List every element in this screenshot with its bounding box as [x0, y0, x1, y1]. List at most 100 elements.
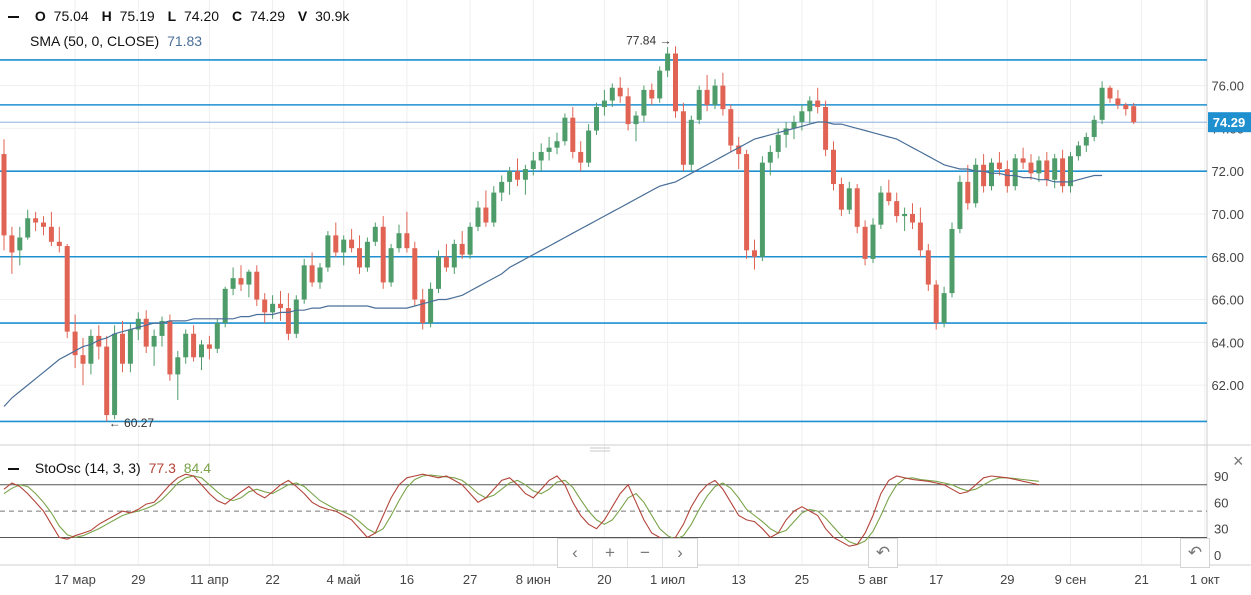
close-value: 74.29 [249, 8, 286, 24]
x-tick-label: 22 [265, 572, 279, 587]
candle-body [1028, 162, 1034, 174]
current-price-tag [1208, 112, 1251, 133]
collapse-icon[interactable] [8, 468, 19, 471]
scroll-left-button[interactable]: ‹ [558, 539, 593, 567]
sto-d-value: 84.4 [183, 460, 211, 476]
candle-body [25, 218, 31, 238]
candle-body [752, 250, 757, 257]
candle-body [278, 303, 283, 309]
candle-body [325, 235, 331, 268]
close-label: C [231, 8, 243, 24]
candle-body [167, 320, 173, 375]
x-tick-label: 1 июл [650, 572, 685, 587]
candle-body [1091, 119, 1097, 137]
candle-body [831, 149, 836, 185]
y-tick-label: 68.00 [1211, 250, 1244, 265]
candle-body [191, 333, 197, 358]
candle-body [917, 222, 923, 251]
candle-body [491, 192, 497, 223]
candle-body [1, 154, 7, 236]
y-tick-label: 66.00 [1211, 293, 1244, 308]
candle-body [499, 181, 505, 193]
candle-body [285, 308, 291, 334]
candle-body [1044, 160, 1050, 180]
candle-body [96, 335, 102, 347]
candle-body [823, 107, 829, 150]
candle-body [941, 293, 947, 324]
ohlc-legend: O 75.04 H 75.19 L 74.20 C 74.29 V 30.9k [8, 8, 358, 24]
candle-body [333, 235, 339, 253]
scroll-right-button[interactable]: › [677, 543, 683, 562]
x-tick-label: 8 июн [516, 572, 551, 587]
low-annotation: ← 60.27 [109, 416, 155, 430]
candle-body [428, 288, 434, 324]
candle-body [562, 117, 568, 142]
candle-body [404, 233, 410, 249]
candle-body [609, 87, 615, 101]
candle-body [214, 323, 220, 349]
candle-body [1131, 106, 1137, 123]
x-tick-label: 5 авг [858, 572, 888, 587]
candle-body [317, 267, 323, 283]
reset-view-button[interactable]: ↶ [1180, 538, 1210, 568]
candle-body [957, 181, 963, 229]
high-value: 75.19 [119, 8, 155, 24]
zoom-in-button[interactable]: + [593, 539, 628, 567]
candle-body [1020, 158, 1026, 163]
candle-body [601, 100, 607, 108]
candle-body [799, 111, 805, 122]
x-tick-label: 21 [1134, 572, 1148, 587]
main-pane [0, 0, 1207, 445]
candle-body [989, 162, 994, 187]
candle-body [981, 164, 987, 187]
candle-body [1052, 158, 1058, 180]
candle-body [728, 109, 734, 146]
candle-body [380, 226, 386, 283]
candle-body [175, 357, 181, 375]
candle-body [143, 318, 149, 347]
candle-body [625, 96, 631, 125]
candle-body [617, 87, 623, 97]
candle-body [88, 335, 94, 364]
candle-body [475, 207, 481, 227]
candle-body [159, 320, 165, 336]
candle-body [925, 250, 931, 285]
candle-body [578, 151, 584, 163]
x-tick-label: 4 май [327, 572, 361, 587]
current-price-label: 74.29 [1213, 115, 1246, 130]
candle-body [515, 171, 520, 180]
candle-body [704, 89, 710, 105]
candle-body [878, 192, 884, 225]
reset-zoom-button[interactable]: ↶ [868, 538, 898, 568]
candle-body [41, 222, 46, 227]
candle-body [673, 53, 678, 112]
zoom-out-button[interactable]: − [628, 539, 663, 567]
candle-body [696, 89, 702, 120]
candle-body [649, 89, 655, 99]
candle-body [530, 160, 536, 170]
candle-body [64, 246, 70, 332]
candle-body [151, 335, 157, 347]
candle-body [309, 265, 315, 283]
candle-body [910, 213, 915, 223]
candle-body [570, 117, 576, 152]
close-indicator-icon[interactable]: × [1233, 451, 1244, 471]
candle-body [1083, 136, 1089, 146]
candle-body [594, 107, 599, 131]
candle-body [1123, 104, 1129, 110]
sma-legend[interactable]: SMA (50, 0, CLOSE) 71.83 [30, 33, 202, 49]
candle-body [17, 237, 23, 251]
candle-body [112, 333, 118, 416]
volume-value: 30.9k [315, 8, 350, 24]
candle-body [862, 226, 868, 259]
candle-body [33, 218, 39, 223]
sto-tick-label: 30 [1214, 522, 1228, 537]
candle-body [744, 154, 750, 251]
candle-body [443, 256, 449, 268]
candle-body [80, 355, 86, 364]
high-annotation: 77.84 → [626, 33, 671, 47]
x-tick-label: 16 [400, 572, 414, 587]
x-tick-label: 9 сен [1055, 572, 1087, 587]
candle-body [349, 239, 355, 249]
collapse-icon[interactable] [8, 16, 19, 19]
